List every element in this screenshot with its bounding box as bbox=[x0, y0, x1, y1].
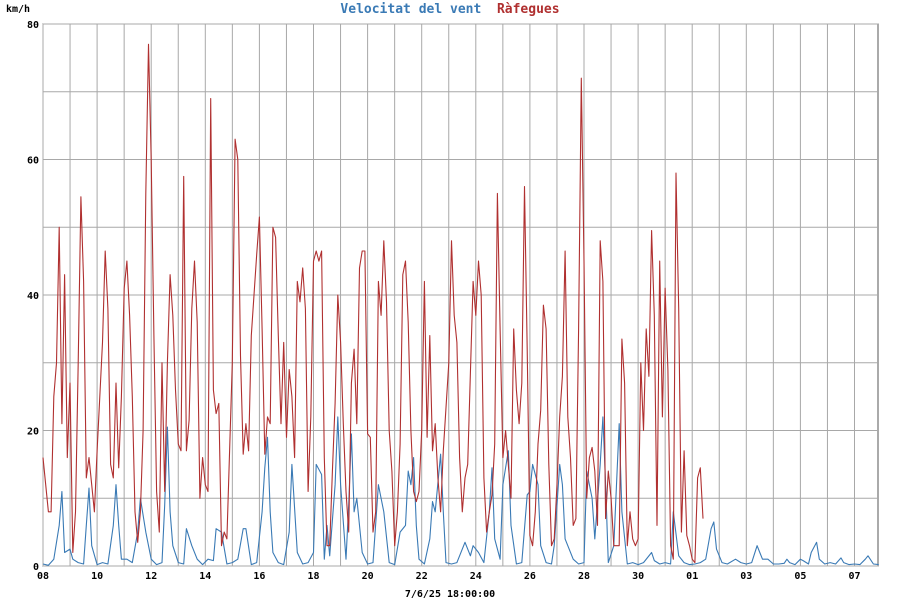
y-tick-label: 0 bbox=[33, 562, 39, 573]
x-tick-label: 14 bbox=[199, 571, 211, 582]
x-tick-label: 24 bbox=[470, 571, 482, 582]
x-tick-label: 10 bbox=[91, 571, 103, 582]
series-lines bbox=[42, 43, 879, 566]
x-tick-label: 28 bbox=[578, 571, 590, 582]
y-tick-label: 60 bbox=[27, 156, 39, 167]
legend-wind-speed: Velocitat del vent bbox=[340, 2, 481, 17]
x-tick-label: 30 bbox=[632, 571, 644, 582]
x-tick-label: 26 bbox=[524, 571, 536, 582]
chart-footer-timestamp: 7/6/25 18:00:00 bbox=[405, 589, 495, 600]
x-tick-label: 18 bbox=[307, 571, 319, 582]
series-line-gusts bbox=[42, 43, 704, 564]
x-tick-label: 01 bbox=[686, 571, 698, 582]
x-tick-label: 16 bbox=[253, 571, 265, 582]
x-tick-label: 03 bbox=[740, 571, 752, 582]
x-tick-label: 20 bbox=[362, 571, 374, 582]
x-tick-label: 12 bbox=[145, 571, 157, 582]
series-line-wind-speed bbox=[42, 416, 879, 566]
chart-title: Velocitat del vent Ràfegues bbox=[340, 0, 559, 17]
legend-gusts: Ràfegues bbox=[497, 2, 560, 17]
x-axis-ticks: 08 10 12 14 16 18 20 22 24 26 28 30 01 03 05 07 bbox=[37, 571, 861, 582]
y-axis-unit: km/h bbox=[6, 4, 30, 15]
x-tick-label: 07 bbox=[848, 571, 860, 582]
x-tick-label: 22 bbox=[416, 571, 428, 582]
y-axis-ticks: 0 20 40 60 80 bbox=[27, 20, 39, 573]
y-tick-label: 40 bbox=[27, 291, 39, 302]
y-tick-label: 80 bbox=[27, 20, 39, 31]
x-tick-label: 08 bbox=[37, 571, 49, 582]
y-tick-label: 20 bbox=[27, 427, 39, 438]
x-tick-label: 05 bbox=[794, 571, 806, 582]
chart-grid bbox=[42, 23, 879, 567]
